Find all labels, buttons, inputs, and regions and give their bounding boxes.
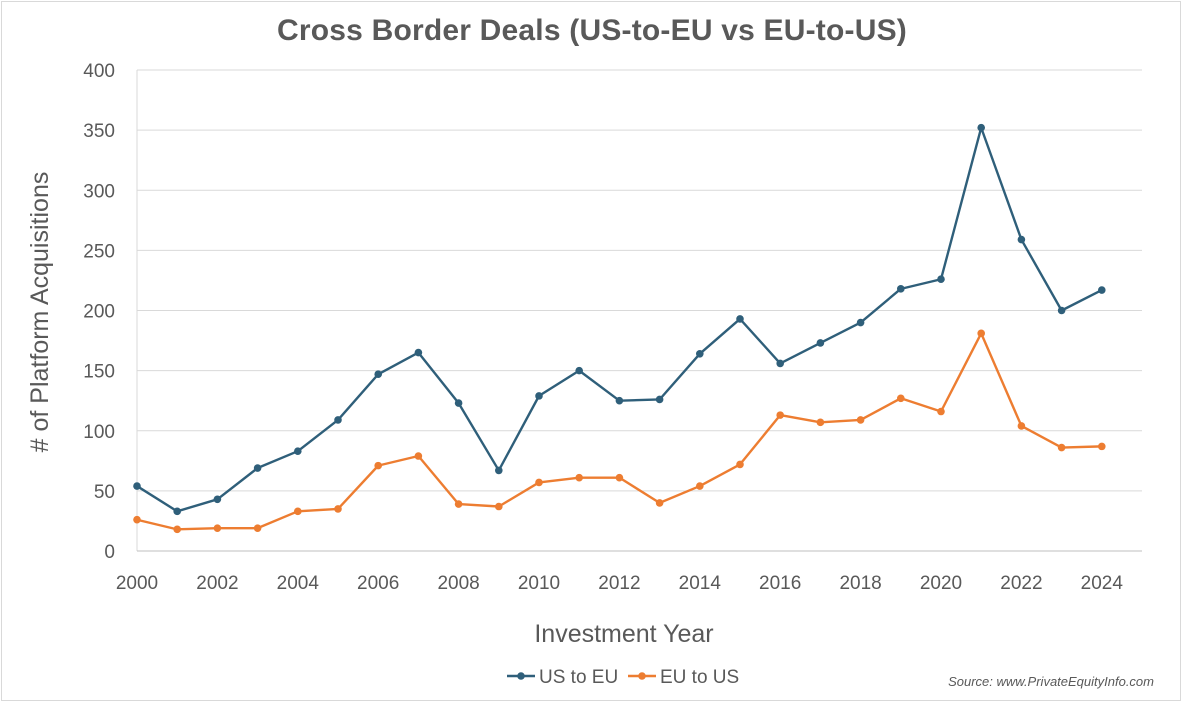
data-point-1-2017 (816, 418, 825, 427)
x-tick-label: 2010 (518, 573, 560, 594)
data-point-0-2013 (655, 395, 664, 404)
y-tick-label: 250 (83, 241, 115, 262)
x-tick-label: 2012 (598, 573, 640, 594)
data-point-1-2012 (615, 473, 624, 482)
data-point-1-2022 (1017, 422, 1026, 430)
y-tick-label: 0 (104, 542, 115, 563)
x-axis-title: Investment Year (534, 620, 713, 648)
data-point-1-2004 (294, 507, 302, 516)
data-point-1-2020 (937, 407, 945, 416)
data-point-1-2024 (1098, 442, 1106, 451)
data-point-0-2019 (897, 285, 905, 293)
data-point-1-2003 (253, 524, 262, 532)
x-tick-label: 2008 (437, 573, 479, 594)
x-tick-label: 2004 (277, 573, 320, 594)
data-point-0-2023 (1057, 306, 1066, 315)
x-tick-label: 2018 (839, 573, 881, 594)
series-line-0 (136, 126, 1103, 513)
y-tick-label: 100 (83, 422, 115, 443)
data-point-1-2016 (776, 411, 784, 419)
data-point-0-2008 (454, 399, 463, 407)
source-note: Source: www.PrivateEquityInfo.com (948, 674, 1154, 689)
data-point-0-2005 (334, 416, 342, 424)
data-point-0-2011 (575, 366, 583, 375)
data-point-1-2018 (856, 416, 865, 424)
data-point-1-2023 (1057, 443, 1066, 452)
y-axis-title: # of Platform Acquisitions (26, 172, 54, 453)
data-point-1-2000 (133, 515, 141, 524)
x-tick-label: 2000 (116, 573, 158, 594)
data-point-1-2021 (977, 329, 985, 338)
data-point-0-2022 (1017, 235, 1026, 244)
data-point-0-2000 (133, 482, 141, 490)
data-point-1-2005 (334, 505, 342, 513)
legend-label-1: EU to US (660, 667, 739, 688)
x-tick-label: 2006 (357, 573, 399, 594)
x-tick-label: 2024 (1081, 573, 1124, 594)
data-point-0-2009 (495, 466, 503, 475)
y-tick-label: 200 (83, 302, 115, 323)
data-point-1-2001 (173, 525, 181, 534)
data-point-0-2001 (173, 507, 181, 516)
data-point-0-2018 (856, 318, 865, 327)
data-point-0-2014 (696, 349, 704, 358)
data-point-0-2012 (615, 396, 624, 405)
y-tick-label: 350 (83, 121, 115, 142)
x-tick-label: 2016 (759, 573, 801, 594)
x-tick-label: 2020 (920, 573, 962, 594)
data-point-1-2002 (213, 524, 222, 532)
data-point-1-2006 (374, 461, 383, 470)
data-point-0-2002 (213, 495, 222, 504)
data-point-1-2008 (454, 500, 463, 508)
data-point-0-2003 (253, 464, 262, 472)
data-point-0-2015 (736, 315, 744, 323)
y-tick-label: 300 (83, 181, 115, 202)
data-point-1-2015 (736, 460, 744, 469)
data-point-0-2017 (816, 339, 825, 347)
data-point-0-2024 (1098, 286, 1106, 294)
y-tick-label: 150 (83, 362, 115, 383)
series-line-1 (136, 332, 1102, 531)
y-tick-label: 400 (83, 61, 115, 82)
legend-marker-1 (638, 672, 646, 680)
data-point-0-2007 (414, 348, 423, 357)
data-point-0-2010 (535, 392, 543, 400)
data-point-1-2010 (535, 478, 543, 487)
data-point-1-2011 (575, 473, 583, 482)
data-point-0-2016 (776, 359, 784, 368)
y-tick-label: 50 (94, 482, 115, 503)
legend-marker-0 (517, 672, 525, 680)
data-point-1-2019 (897, 394, 905, 403)
legend-label-0: US to EU (539, 667, 618, 688)
data-point-1-2007 (414, 452, 423, 460)
x-tick-label: 2014 (679, 573, 722, 594)
data-point-0-2020 (937, 275, 945, 284)
data-point-0-2021 (977, 123, 985, 132)
data-point-1-2013 (655, 499, 664, 507)
data-point-0-2004 (294, 447, 302, 455)
x-tick-label: 2022 (1000, 573, 1042, 594)
x-tick-label: 2002 (196, 573, 238, 594)
chart-title: Cross Border Deals (US-to-EU vs EU-to-US… (277, 14, 907, 47)
data-point-1-2009 (495, 502, 503, 511)
data-point-1-2014 (696, 482, 704, 490)
data-point-0-2006 (374, 370, 383, 379)
